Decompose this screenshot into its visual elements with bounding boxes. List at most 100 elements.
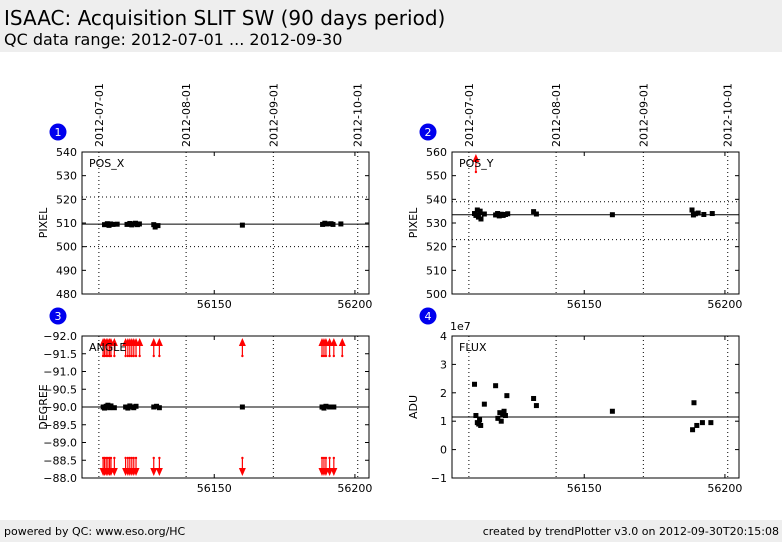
outlier-arrow-dot: [324, 456, 328, 460]
data-point: [708, 420, 714, 426]
data-point: [114, 221, 120, 227]
y-tick-label: 550: [426, 170, 447, 183]
outlier-arrow-dot: [132, 354, 135, 358]
y-tick-label: −90.0: [43, 401, 77, 414]
y-axis-label: PIXEL: [37, 207, 50, 238]
plot-frame: [451, 151, 740, 295]
data-point: [331, 404, 337, 410]
outlier-arrow-dot: [128, 354, 132, 358]
data-point: [701, 211, 707, 217]
data-point: [691, 400, 697, 406]
data-point: [692, 211, 698, 217]
panel-badge-number: 4: [425, 310, 432, 323]
outlier-arrow-dot: [241, 354, 244, 358]
plots-canvas: 480 490 500 510 520 530 540 56150 56200 2012-07-0…: [37, 83, 742, 495]
x-tick-label: 56150: [197, 298, 232, 311]
outlier-arrow-dot: [124, 354, 127, 358]
panel-badge-number: 3: [55, 310, 62, 323]
outlier-arrow-dot: [322, 456, 326, 460]
data-point: [473, 413, 479, 419]
outlier-arrow-dot: [103, 354, 106, 358]
outlier-arrow-dot: [341, 354, 344, 358]
y-tick-label: −89.5: [43, 419, 77, 432]
date-tick-label: 2012-10-01: [722, 83, 735, 147]
data-point: [533, 403, 539, 409]
y-tick-label: 3: [440, 358, 447, 371]
outlier-arrow-high: [136, 338, 144, 346]
panel-badge: [49, 123, 67, 141]
data-point: [501, 408, 507, 414]
outlier-arrow-dot: [130, 354, 134, 358]
y-tick-label: 510: [426, 264, 447, 277]
data-point: [478, 422, 484, 428]
y-tick-label: 540: [426, 193, 447, 206]
y-tick-label: −91.0: [43, 366, 77, 379]
panel-label: FLUX: [459, 341, 487, 354]
data-point: [694, 422, 700, 428]
outlier-arrow-dot: [158, 456, 161, 460]
data-point: [478, 216, 484, 222]
data-point: [502, 413, 508, 419]
data-point: [239, 404, 245, 410]
y-tick-label: 4: [440, 330, 447, 343]
y-tick-label: −90.5: [43, 383, 77, 396]
outlier-arrow-dot: [241, 456, 244, 460]
data-point: [500, 411, 506, 417]
y-tick-label: 530: [56, 170, 77, 183]
y-tick-label: 2: [440, 387, 447, 400]
panel-badge-number: 2: [425, 126, 432, 139]
outlier-arrow-dot: [113, 354, 116, 358]
outlier-arrow-dot: [109, 354, 113, 358]
outlier-arrow-high: [150, 338, 158, 346]
outlier-arrow-dot: [320, 354, 324, 358]
data-point: [472, 381, 478, 387]
outlier-arrow-high: [238, 338, 246, 346]
outlier-arrow-dot: [152, 456, 155, 460]
panel-badge-number: 1: [55, 126, 62, 139]
outlier-arrow-dot: [322, 354, 326, 358]
outlier-arrow-low: [330, 468, 338, 476]
outlier-arrow-dot: [104, 456, 108, 460]
x-tick-label: 56200: [707, 298, 742, 311]
data-point: [111, 405, 117, 411]
data-point: [477, 208, 483, 214]
y-tick-label: 500: [426, 288, 447, 301]
panel-badge: [419, 307, 437, 325]
panel-pos_y: 500 510 520 530 540 550 560 56150 56200 2012-07-0…: [407, 83, 742, 311]
data-point: [156, 405, 162, 411]
y-tick-label: −91.5: [43, 348, 77, 361]
panel-badge: [419, 123, 437, 141]
panel-label: POS_Y: [459, 157, 494, 170]
plot-frame: [451, 335, 740, 479]
y-tick-label: 1: [440, 415, 447, 428]
page-subtitle: QC data range: 2012-07-01 ... 2012-09-30: [4, 30, 343, 49]
x-tick-label: 56200: [337, 298, 372, 311]
data-point: [155, 223, 161, 229]
date-tick-label: 2012-08-01: [550, 83, 563, 147]
outlier-arrow-dot: [320, 456, 324, 460]
outlier-arrow-dot: [124, 456, 127, 460]
outlier-arrow-dot: [130, 456, 134, 460]
outlier-arrow-dot: [134, 354, 138, 358]
header: ISAAC: Acquisition SLIT SW (90 days peri…: [0, 0, 782, 52]
scale-label: 1e7: [450, 320, 471, 333]
data-point: [133, 403, 139, 409]
data-point: [690, 427, 696, 433]
y-tick-label: −88.5: [43, 454, 77, 467]
x-tick-label: 56150: [197, 482, 232, 495]
panel-badge: [49, 307, 67, 325]
panel-angle: −92.0 −91.5 −91.0 −90.5 −90.0 −89.5 −89.0 −88.5…: [37, 307, 372, 495]
data-point: [239, 222, 245, 228]
data-point: [497, 410, 503, 416]
y-tick-label: 540: [56, 146, 77, 159]
panel-pos_x: 480 490 500 510 520 530 540 56150 56200 2012-07-0…: [37, 83, 372, 311]
date-tick-label: 2012-07-01: [463, 83, 476, 147]
data-point: [498, 418, 504, 424]
outlier-arrow-dot: [332, 456, 336, 460]
outlier-arrow-low: [132, 468, 140, 476]
outlier-arrow-dot: [126, 456, 130, 460]
outlier-arrow-high: [338, 338, 346, 346]
data-point: [505, 211, 511, 217]
data-point: [338, 221, 344, 227]
data-point: [151, 404, 157, 410]
